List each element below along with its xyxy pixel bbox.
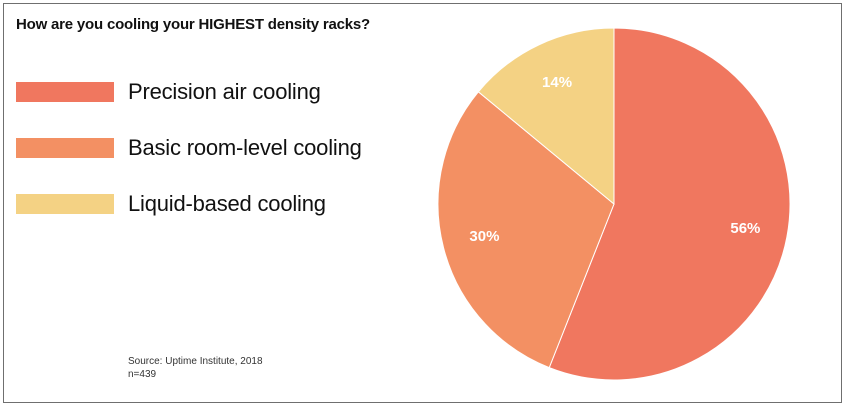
pie-slice-liquid-based-cooling <box>477 27 615 206</box>
source-note: Source: Uptime Institute, 2018 n=439 <box>128 355 263 381</box>
source-line: Source: Uptime Institute, 2018 <box>128 356 263 367</box>
chart-title: How are you cooling your HIGHEST density… <box>16 16 371 33</box>
pie-label-basic-room-level-cooling: 30% <box>469 228 499 245</box>
legend-label-precision-air-cooling: Precision air cooling <box>128 79 321 104</box>
legend-item-precision-air-cooling: Precision air cooling <box>16 76 362 108</box>
legend-item-basic-room-level-cooling: Basic room-level cooling <box>16 132 362 164</box>
chart-frame <box>3 3 842 403</box>
pie-label-precision-air-cooling: 56% <box>730 220 760 237</box>
sample-size: n=439 <box>128 369 157 380</box>
pie-label-liquid-based-cooling: 14% <box>542 74 572 91</box>
pie-slice-precision-air-cooling <box>548 27 791 381</box>
legend: Precision air cooling Basic room-level c… <box>16 76 362 244</box>
legend-label-liquid-based-cooling: Liquid-based cooling <box>128 191 326 216</box>
legend-swatch-basic-room-level-cooling <box>16 138 114 158</box>
pie-slice-basic-room-level-cooling <box>437 91 615 369</box>
legend-swatch-precision-air-cooling <box>16 82 114 102</box>
legend-label-basic-room-level-cooling: Basic room-level cooling <box>128 135 362 160</box>
legend-swatch-liquid-based-cooling <box>16 194 114 214</box>
legend-item-liquid-based-cooling: Liquid-based cooling <box>16 188 362 220</box>
